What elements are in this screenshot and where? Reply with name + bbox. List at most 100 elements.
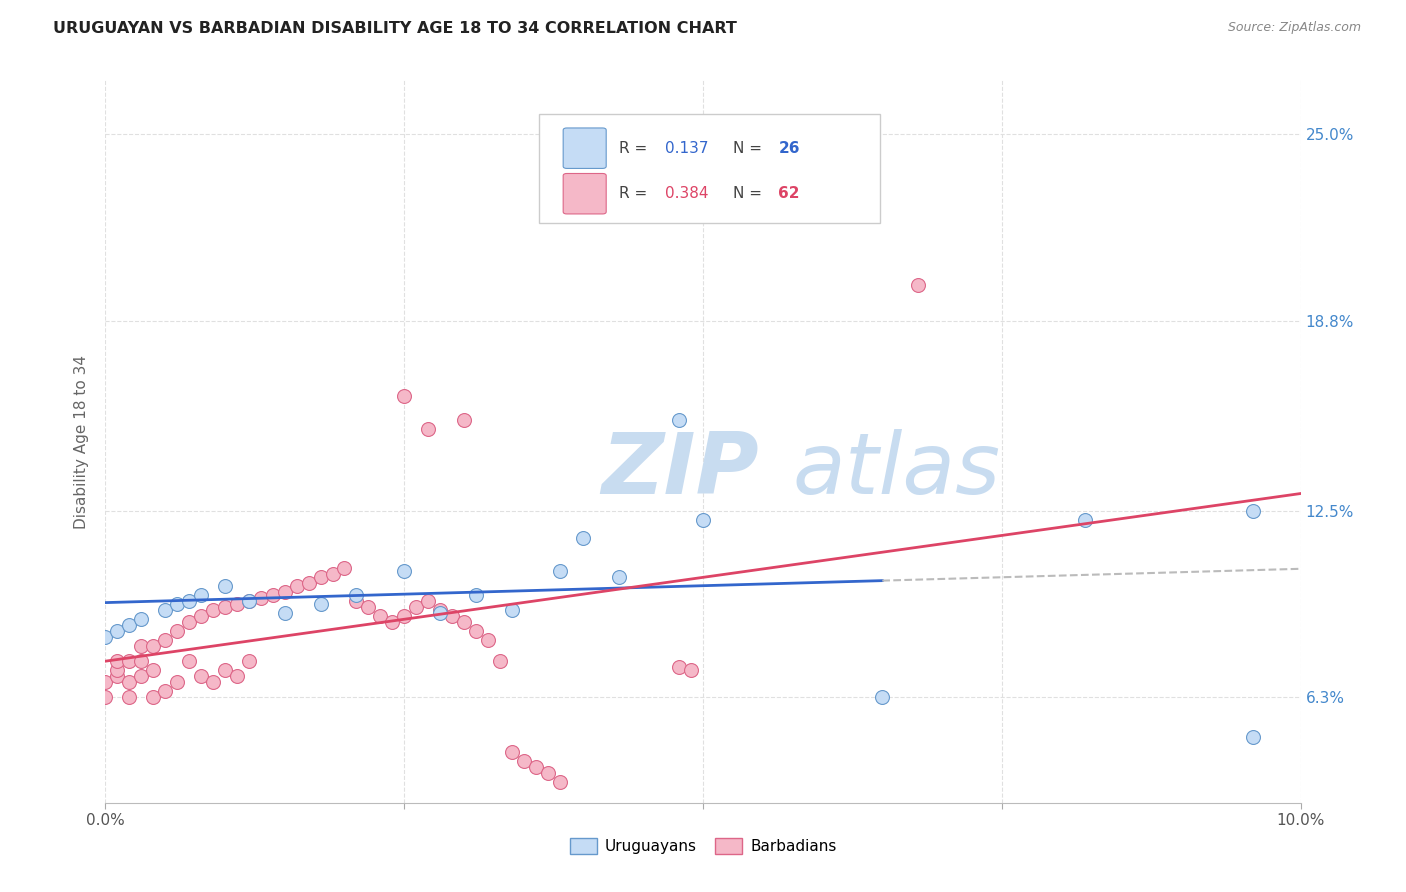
Point	[368, 609, 391, 624]
Point	[524, 760, 547, 774]
Point	[94, 675, 117, 690]
Point	[107, 654, 129, 668]
Point	[190, 588, 212, 602]
Text: N =: N =	[733, 141, 766, 156]
Point	[418, 594, 440, 608]
Point	[489, 654, 512, 668]
Point	[1241, 730, 1264, 744]
Point	[94, 630, 117, 644]
Point	[214, 600, 236, 615]
Point	[118, 675, 141, 690]
Point	[668, 413, 690, 427]
Point	[166, 675, 188, 690]
Point	[214, 579, 236, 593]
Point	[238, 594, 260, 608]
Text: atlas: atlas	[793, 429, 1001, 512]
Point	[513, 754, 536, 768]
Point	[453, 615, 475, 630]
Point	[346, 594, 368, 608]
FancyBboxPatch shape	[564, 173, 606, 214]
Point	[142, 664, 165, 678]
Point	[394, 609, 416, 624]
FancyBboxPatch shape	[564, 128, 606, 169]
Point	[177, 615, 201, 630]
Point	[298, 576, 321, 591]
Text: R =: R =	[619, 186, 652, 202]
Point	[225, 597, 249, 611]
Point	[381, 615, 404, 630]
FancyBboxPatch shape	[540, 114, 880, 223]
Point	[572, 531, 595, 545]
Text: 62: 62	[779, 186, 800, 202]
Point	[202, 675, 225, 690]
Point	[872, 690, 894, 705]
Point	[107, 669, 129, 683]
Point	[129, 639, 153, 653]
Point	[166, 597, 188, 611]
Point	[692, 513, 714, 527]
Point	[177, 594, 201, 608]
Point	[501, 745, 523, 759]
Point	[405, 600, 427, 615]
Point	[418, 423, 440, 437]
Point	[607, 570, 630, 584]
Point	[429, 603, 451, 617]
Point	[273, 585, 295, 599]
Point	[907, 278, 929, 293]
Point	[250, 591, 273, 606]
Point	[309, 597, 332, 611]
Text: R =: R =	[619, 141, 652, 156]
Point	[681, 664, 703, 678]
Point	[309, 570, 332, 584]
Point	[238, 594, 260, 608]
Point	[129, 654, 153, 668]
Text: N =: N =	[733, 186, 766, 202]
Point	[321, 567, 344, 582]
Text: 26: 26	[779, 141, 800, 156]
Point	[155, 633, 177, 648]
Point	[357, 600, 380, 615]
Point	[214, 664, 236, 678]
Point	[548, 774, 571, 789]
Text: ZIP: ZIP	[602, 429, 759, 512]
Text: 0.137: 0.137	[665, 141, 709, 156]
Point	[142, 690, 165, 705]
Point	[202, 603, 225, 617]
Point	[118, 654, 141, 668]
Point	[346, 588, 368, 602]
Point	[107, 664, 129, 678]
Point	[142, 639, 165, 653]
Point	[238, 654, 260, 668]
Point	[129, 612, 153, 626]
Point	[394, 564, 416, 578]
Point	[166, 624, 188, 639]
Point	[429, 606, 451, 620]
Point	[477, 633, 499, 648]
Text: 0.384: 0.384	[665, 186, 709, 202]
Point	[155, 603, 177, 617]
Point	[453, 413, 475, 427]
Text: Source: ZipAtlas.com: Source: ZipAtlas.com	[1227, 21, 1361, 35]
Point	[548, 564, 571, 578]
Point	[1074, 513, 1097, 527]
Point	[177, 654, 201, 668]
Point	[333, 561, 356, 575]
Point	[394, 389, 416, 403]
Point	[225, 669, 249, 683]
Point	[285, 579, 308, 593]
Point	[118, 690, 141, 705]
Point	[668, 660, 690, 674]
Point	[94, 690, 117, 705]
Text: URUGUAYAN VS BARBADIAN DISABILITY AGE 18 TO 34 CORRELATION CHART: URUGUAYAN VS BARBADIAN DISABILITY AGE 18…	[53, 21, 737, 37]
Point	[464, 588, 488, 602]
Legend: Uruguayans, Barbadians: Uruguayans, Barbadians	[564, 832, 842, 860]
Y-axis label: Disability Age 18 to 34: Disability Age 18 to 34	[75, 354, 90, 529]
Point	[501, 603, 523, 617]
Point	[155, 684, 177, 698]
Point	[441, 609, 464, 624]
Point	[107, 624, 129, 639]
Point	[273, 606, 295, 620]
Point	[190, 669, 212, 683]
Point	[118, 618, 141, 632]
Point	[464, 624, 488, 639]
